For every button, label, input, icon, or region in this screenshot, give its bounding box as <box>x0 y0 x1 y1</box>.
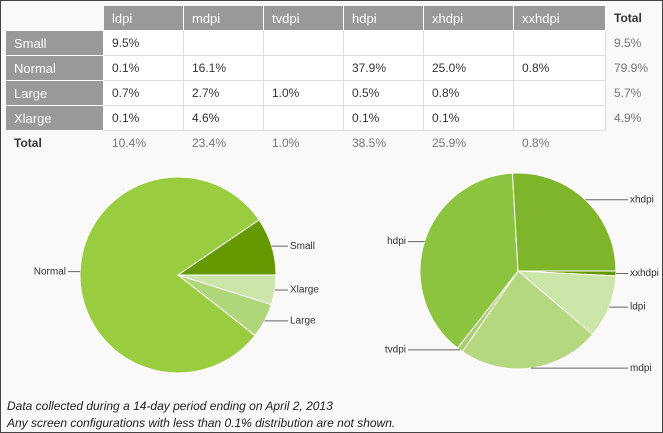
table-cell: 9.5% <box>614 36 642 50</box>
row-header: Large <box>6 81 104 106</box>
table-cell <box>514 31 606 56</box>
table-cell: 0.8% <box>514 56 606 81</box>
table-cell: 25.9% <box>432 136 467 150</box>
column-header: hdpi <box>344 6 424 31</box>
column-header: Total <box>614 11 642 25</box>
slice-label: Normal <box>34 266 66 277</box>
table-cell: 1.0% <box>264 81 344 106</box>
table-cell: 5.7% <box>614 86 642 100</box>
table-cell: 0.1% <box>424 106 514 131</box>
table-cell: 25.0% <box>424 56 514 81</box>
table-cell: 0.8% <box>522 136 550 150</box>
slice-label: hdpi <box>387 236 406 247</box>
slice-label: Small <box>290 241 315 252</box>
table-cell: 38.5% <box>352 136 387 150</box>
column-header: xxhdpi <box>514 6 606 31</box>
table-cell: 23.4% <box>192 136 227 150</box>
column-header: ldpi <box>104 6 184 31</box>
column-header: mdpi <box>184 6 264 31</box>
table-cell <box>344 31 424 56</box>
table-cell <box>264 56 344 81</box>
note: Data collected during a 14-day period en… <box>7 399 333 413</box>
table-cell <box>264 31 344 56</box>
table-cell: 16.1% <box>184 56 264 81</box>
table-cell: 0.5% <box>344 81 424 106</box>
row-header: Normal <box>6 56 104 81</box>
column-header: xhdpi <box>424 6 514 31</box>
table-cell: 4.9% <box>614 111 642 125</box>
row-header: Small <box>6 31 104 56</box>
table-cell: 0.7% <box>104 81 184 106</box>
table-cell: 9.5% <box>104 31 184 56</box>
slice-label: xhdpi <box>630 194 654 205</box>
slice-label: ldpi <box>630 302 646 313</box>
row-header: Total <box>14 136 42 150</box>
table-cell: 4.6% <box>184 106 264 131</box>
table-cell <box>514 81 606 106</box>
table-cell <box>184 31 264 56</box>
table-cell <box>514 106 606 131</box>
table-cell: 10.4% <box>112 136 147 150</box>
pie-slice <box>419 172 519 349</box>
table-cell: 0.1% <box>104 106 184 131</box>
slice-label: xxhdpi <box>630 268 659 279</box>
table-cell: 37.9% <box>344 56 424 81</box>
slice-label: mdpi <box>630 363 652 374</box>
table-cell: 0.1% <box>344 106 424 131</box>
table-cell <box>264 106 344 131</box>
slice-label: Xlarge <box>290 285 319 296</box>
slice-label: Large <box>290 315 316 326</box>
table-cell <box>424 31 514 56</box>
note: Any screen configurations with less than… <box>7 416 396 430</box>
table-cell: 1.0% <box>272 136 300 150</box>
column-header: tvdpi <box>264 6 344 31</box>
row-header: Xlarge <box>6 106 104 131</box>
slice-label: tvdpi <box>385 345 406 356</box>
table-cell: 2.7% <box>184 81 264 106</box>
table-cell: 0.1% <box>104 56 184 81</box>
pie-slice <box>511 172 617 272</box>
table-cell <box>606 131 659 156</box>
table-cell: 0.8% <box>424 81 514 106</box>
table-cell: 79.9% <box>614 61 649 75</box>
